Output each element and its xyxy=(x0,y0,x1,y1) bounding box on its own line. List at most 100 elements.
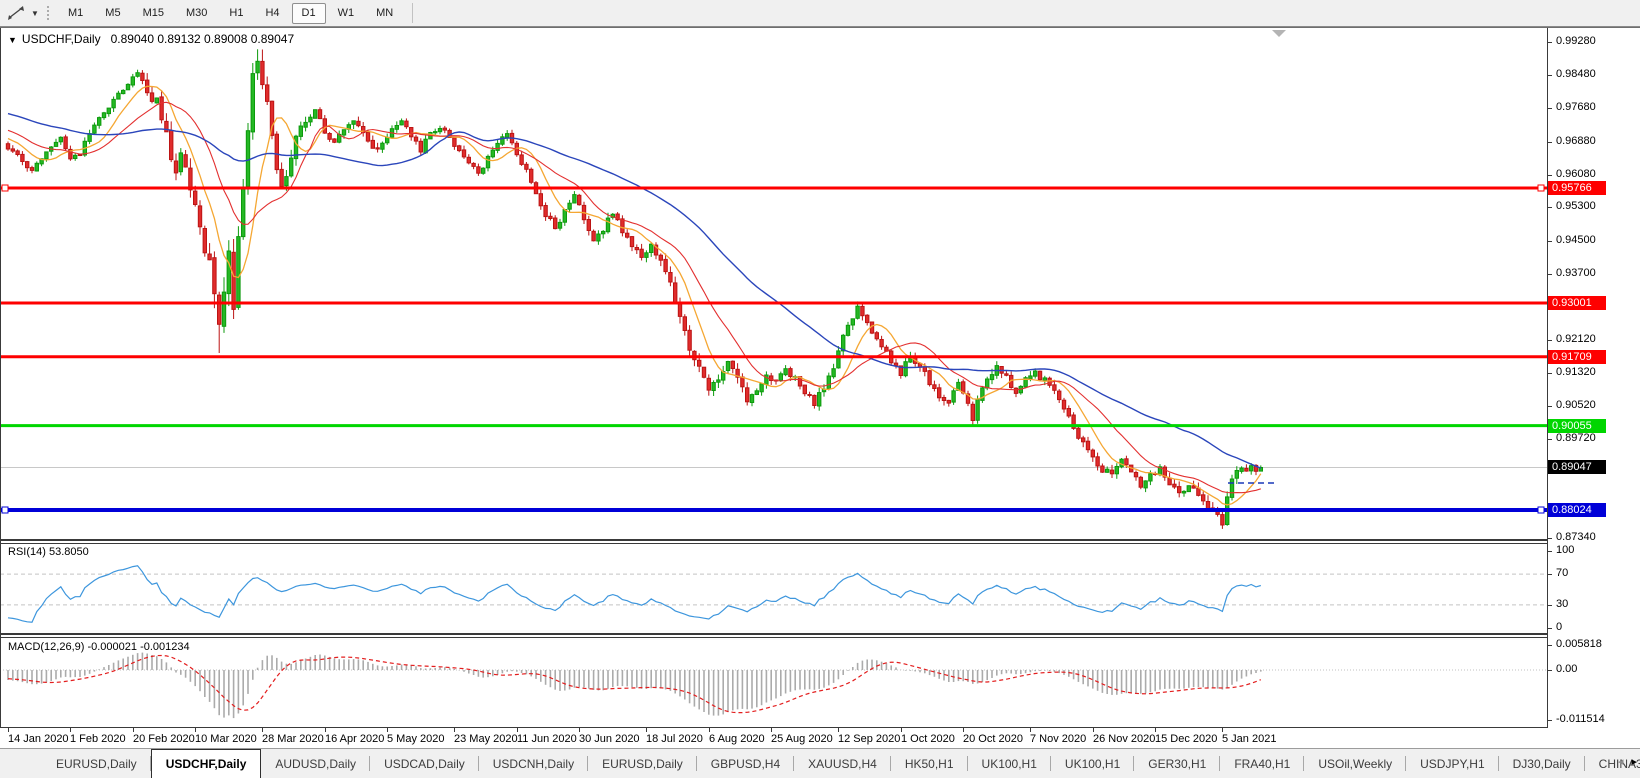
line-handle[interactable] xyxy=(1537,184,1545,192)
line-handle[interactable] xyxy=(1537,506,1545,514)
tab-scroll-arrows: ◂ ▸ xyxy=(1618,755,1637,768)
chart-top-border xyxy=(0,27,1640,28)
timeframe-button-group: M1 M5 M15 M30 H1 H4 D1 W1 MN xyxy=(57,2,404,24)
chart-tab-ger30-h1[interactable]: GER30,H1 xyxy=(1134,749,1221,778)
date-label: 25 Aug 2020 xyxy=(771,733,833,745)
price-tick-label: 0.87340 xyxy=(1556,531,1596,543)
chart-tab-eurusd-daily[interactable]: EURUSD,Daily xyxy=(42,749,151,778)
rsi-tick-label: 70 xyxy=(1556,567,1569,579)
line-handle[interactable] xyxy=(1,506,9,514)
date-label: 5 May 2020 xyxy=(387,733,445,745)
timeframe-button-h1[interactable]: H1 xyxy=(229,6,244,19)
timeframe-button-m15[interactable]: M15 xyxy=(142,6,164,19)
panel-splitter[interactable] xyxy=(0,633,1547,635)
date-label: 5 Jan 2021 xyxy=(1222,733,1277,745)
price-axis[interactable]: 0.99280 0.98480 0.97680 0.96880 0.96080 0.953… xyxy=(1548,28,1640,728)
symbol-timeframe-label: USDCHF,Daily xyxy=(21,32,101,46)
price-axis-border xyxy=(1547,28,1548,728)
date-label: 15 Dec 2020 xyxy=(1155,733,1218,745)
price-tick-label: 0.90520 xyxy=(1556,399,1596,411)
ma-slow-line xyxy=(7,112,1262,469)
panel-border xyxy=(0,637,1547,638)
chart-tab-gbpusd-h4[interactable]: GBPUSD,H4 xyxy=(697,749,795,778)
chart-tab-fra40-h1[interactable]: FRA40,H1 xyxy=(1220,749,1305,778)
price-label-chip: 0.91709 xyxy=(1548,350,1606,364)
chart-tab-xauusd-h4[interactable]: XAUUSD,H4 xyxy=(794,749,891,778)
timeframe-button-d1[interactable]: D1 xyxy=(291,2,326,24)
chart-tab-usdchf-daily[interactable]: USDCHF,Daily xyxy=(150,749,262,778)
ohlc-values: 0.89040 0.89132 0.89008 0.89047 xyxy=(110,32,295,46)
macd-indicator-panel[interactable] xyxy=(0,638,1547,727)
chart-tab-usoil-weekly[interactable]: USOil,Weekly xyxy=(1304,749,1406,778)
current-price-chip: 0.89047 xyxy=(1548,460,1606,474)
price-label-chip: 0.90055 xyxy=(1548,419,1606,433)
price-label-chip: 0.95766 xyxy=(1548,181,1606,195)
macd-tick-label: 0.00 xyxy=(1556,663,1578,675)
date-label: 20 Feb 2020 xyxy=(133,733,195,745)
date-label: 12 Sep 2020 xyxy=(838,733,901,745)
price-tick-label: 0.97680 xyxy=(1556,101,1596,113)
timeframe-button-m30[interactable]: M30 xyxy=(185,6,208,19)
timeframe-button-w1[interactable]: W1 xyxy=(337,6,355,19)
chart-window: ▼ USDCHF,Daily 0.89040 0.89132 0.89008 0.8… xyxy=(0,27,1640,748)
date-label: 11 Jun 2020 xyxy=(517,733,577,745)
timeframe-button-mn[interactable]: MN xyxy=(376,6,394,19)
line-studies-icon[interactable] xyxy=(3,3,29,23)
date-label: 28 Mar 2020 xyxy=(262,733,324,745)
macd-label: MACD(12,26,9) -0.000021 -0.001234 xyxy=(8,641,190,653)
date-label: 1 Oct 2020 xyxy=(901,733,955,745)
toolbar-grip[interactable] xyxy=(45,4,50,22)
tab-scroll-right-icon[interactable]: ▸ xyxy=(1631,756,1637,768)
date-label: 6 Aug 2020 xyxy=(709,733,765,745)
chart-tab-usdcad-daily[interactable]: USDCAD,Daily xyxy=(370,749,479,778)
date-label: 1 Feb 2020 xyxy=(70,733,126,745)
rsi-label: RSI(14) 53.8050 xyxy=(8,546,89,558)
date-label: 7 Nov 2020 xyxy=(1030,733,1087,745)
macd-tick-label: 0.005818 xyxy=(1556,638,1602,650)
tool-dropdown-caret[interactable]: ▼ xyxy=(31,8,39,18)
date-label: 23 May 2020 xyxy=(454,733,518,745)
chart-tab-usdcnh-daily[interactable]: USDCNH,Daily xyxy=(479,749,589,778)
price-label-chip: 0.93001 xyxy=(1548,296,1606,310)
chart-tab-dj30-daily[interactable]: DJ30,Daily xyxy=(1499,749,1585,778)
line-handle[interactable] xyxy=(1,184,9,192)
chart-left-border xyxy=(0,28,1,728)
chart-tab-audusd-daily[interactable]: AUDUSD,Daily xyxy=(261,749,370,778)
top-toolbar: ▼ M1 M5 M15 M30 H1 H4 D1 W1 MN xyxy=(0,0,1640,27)
panel-border xyxy=(0,543,1547,544)
price-tick-label: 0.96080 xyxy=(1556,168,1596,180)
main-price-chart[interactable] xyxy=(0,28,1547,541)
rsi-tick-label: 0 xyxy=(1556,621,1563,633)
chart-tab-hk50-h1[interactable]: HK50,H1 xyxy=(891,749,968,778)
candles xyxy=(5,49,1263,529)
chart-shift-marker-icon[interactable] xyxy=(1272,30,1286,37)
rsi-indicator-panel[interactable] xyxy=(0,544,1547,633)
ma-mid-line xyxy=(7,101,1261,494)
timeframe-button-m1[interactable]: M1 xyxy=(68,6,84,19)
tab-scroll-left-icon[interactable]: ◂ xyxy=(1617,756,1624,768)
price-tick-label: 0.93700 xyxy=(1556,267,1596,279)
timeframe-button-m5[interactable]: M5 xyxy=(105,6,121,19)
price-tick-label: 0.89720 xyxy=(1556,432,1596,444)
chart-tab-usdjpy-h1[interactable]: USDJPY,H1 xyxy=(1406,749,1500,778)
price-tick-label: 0.92120 xyxy=(1556,333,1596,345)
chart-tab-eurusd-daily[interactable]: EURUSD,Daily xyxy=(588,749,697,778)
rsi-tick-label: 100 xyxy=(1556,544,1575,556)
panel-splitter[interactable] xyxy=(0,539,1547,541)
ma-fast-line xyxy=(7,85,1262,506)
date-axis[interactable]: 14 Jan 2020 1 Feb 2020 20 Feb 2020 10 Mar 2… xyxy=(0,728,1547,748)
chart-title: ▼ USDCHF,Daily 0.89040 0.89132 0.89008 0.8… xyxy=(8,32,294,46)
chart-tab-bar: EURUSD,Daily USDCHF,Daily AUDUSD,Daily USDC… xyxy=(0,748,1640,778)
price-tick-label: 0.94500 xyxy=(1556,234,1596,246)
panel-border xyxy=(0,727,1547,728)
symbol-dropdown-icon[interactable]: ▼ xyxy=(8,35,17,45)
chart-tabs: EURUSD,Daily USDCHF,Daily AUDUSD,Daily USDC… xyxy=(42,749,1640,778)
chart-tab-uk100-h1[interactable]: UK100,H1 xyxy=(1051,749,1135,778)
price-tick-label: 0.95300 xyxy=(1556,200,1596,212)
chart-tab-uk100-h1[interactable]: UK100,H1 xyxy=(968,749,1052,778)
date-label: 30 Jun 2020 xyxy=(579,733,640,745)
price-tick-label: 0.91320 xyxy=(1556,366,1596,378)
chart-tab-china300-h1[interactable]: CHINA300,H1 xyxy=(1585,749,1640,778)
timeframe-button-h4[interactable]: H4 xyxy=(265,6,280,19)
price-tick-label: 0.99280 xyxy=(1556,35,1596,47)
